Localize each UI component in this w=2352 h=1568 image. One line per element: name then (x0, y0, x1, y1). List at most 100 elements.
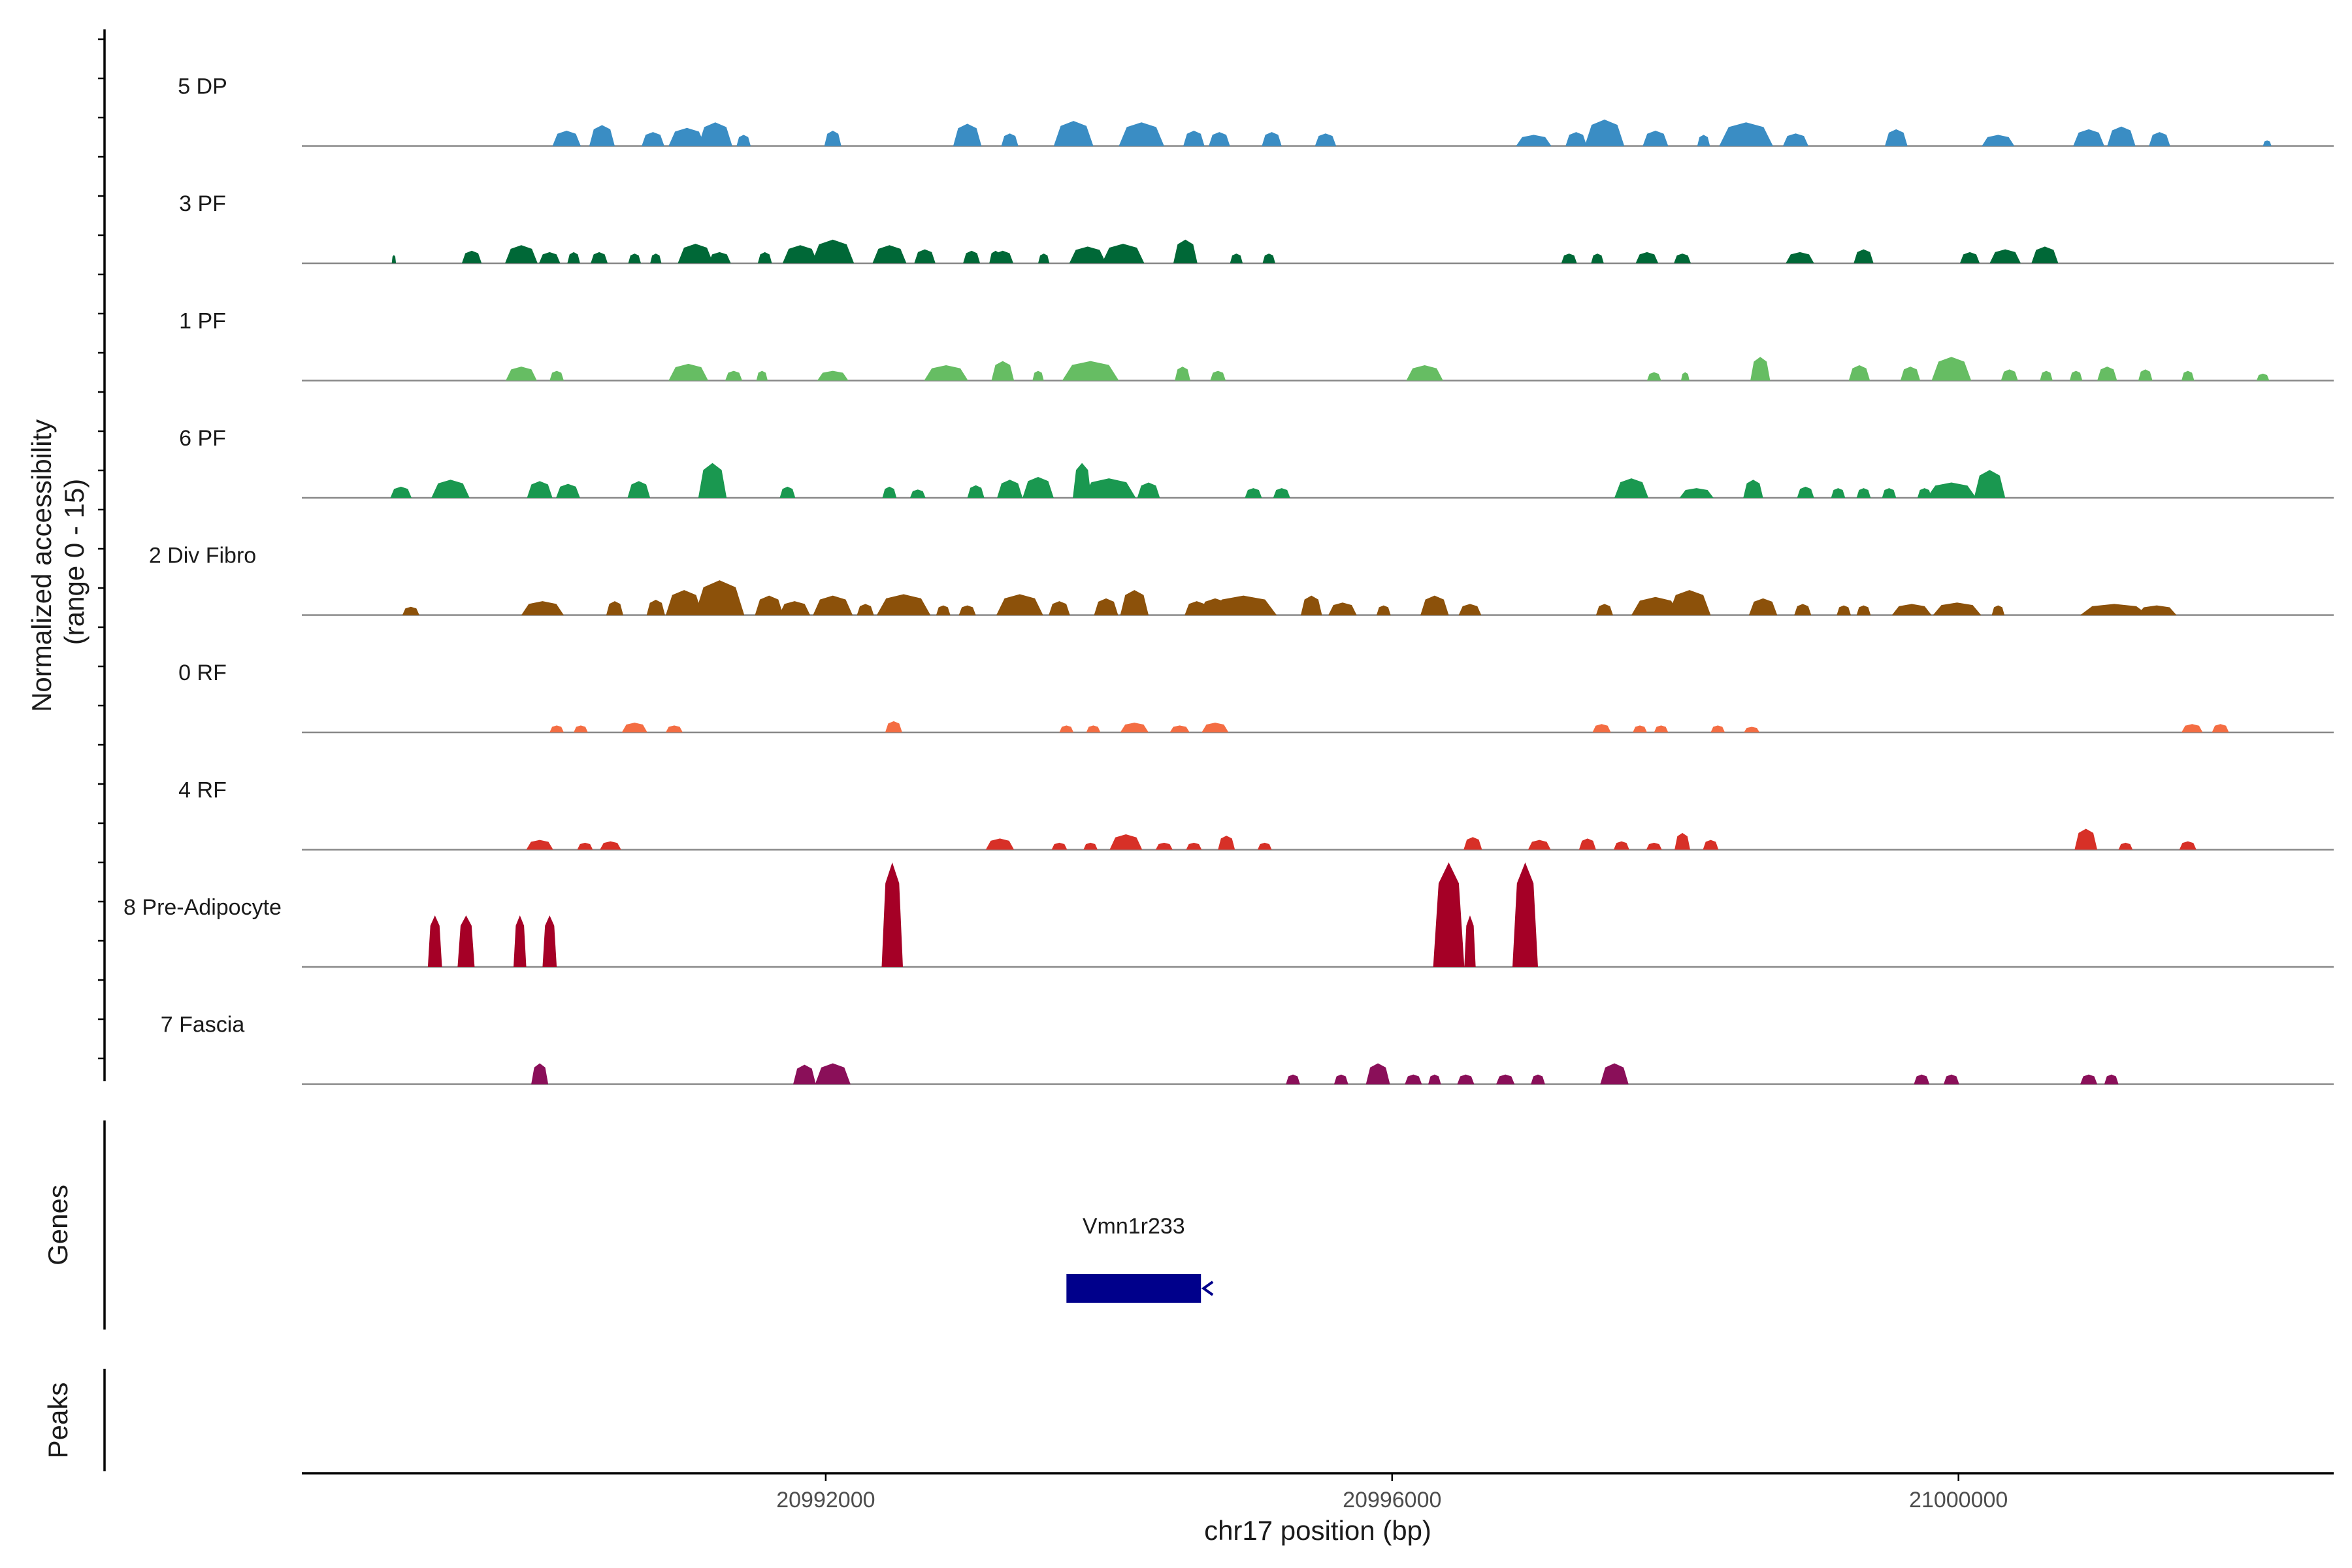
coverage-peak (1175, 367, 1190, 381)
coverage-peak (1782, 133, 1808, 146)
coverage-peak (1315, 133, 1337, 146)
genes-panel-label: Genes (42, 1184, 73, 1266)
track-1-pf: 1 PF (179, 309, 2334, 382)
coverage-peak (1169, 725, 1190, 732)
coverage-peak (1991, 605, 2005, 615)
coverage-peak (1120, 723, 1149, 732)
y-axis-label: Normalized accessibility (range 0 - 15) (26, 412, 90, 712)
coverage-peak (549, 725, 564, 732)
coverage-peak (646, 600, 665, 615)
coverage-peak (882, 486, 897, 498)
coverage-peak (736, 135, 751, 146)
coverage-peak (1032, 370, 1044, 381)
coverage-peak (1614, 478, 1649, 498)
coverage-peak (1428, 1074, 1441, 1085)
coverage-peak (1406, 365, 1443, 381)
coverage-peak (1328, 602, 1357, 615)
coverage-peak (1561, 253, 1577, 263)
coverage-peak (2107, 126, 2136, 146)
track-label: 8 Pre-Adipocyte (123, 895, 282, 920)
coverage-peak (514, 915, 527, 967)
coverage-peak (872, 245, 907, 263)
coverage-peak (779, 486, 796, 498)
track-label: 7 Fascia (161, 1013, 245, 1037)
coverage-peak (552, 131, 581, 146)
track-2-div-fibro: 2 Div Fibro (149, 544, 2334, 616)
coverage-peak (1210, 370, 1226, 381)
coverage-peak (1286, 1074, 1300, 1085)
coverage-peak (1854, 249, 1874, 263)
y-axis-ticks (98, 38, 105, 1060)
coverage-peak (992, 250, 1014, 263)
coverage-peak (2179, 841, 2197, 850)
coverage-peak (431, 480, 470, 498)
coverage-peak (996, 594, 1043, 615)
coverage-peak (621, 723, 647, 732)
coverage-peak (2031, 246, 2059, 263)
coverage-peak (556, 483, 580, 498)
coverage-peak (1230, 253, 1243, 263)
coverage-peak (694, 580, 745, 615)
coverage-peak (1201, 723, 1229, 732)
coverage-peak (1743, 480, 1763, 498)
coverage-peak (2181, 724, 2203, 732)
coverage-peak (642, 132, 664, 146)
coverage-peak (2080, 1074, 2098, 1085)
coverage-peak (678, 244, 713, 263)
coverage-peak (698, 122, 732, 146)
coverage-peak (817, 370, 849, 381)
coverage-peak (1600, 1063, 1629, 1085)
coverage-peak (1584, 119, 1625, 146)
coverage-peak (909, 489, 926, 498)
coverage-peak (815, 1063, 851, 1085)
coverage-peak (1703, 840, 1719, 850)
coverage-peak (963, 250, 981, 263)
coverage-peak (1257, 842, 1272, 850)
coverage-peak (2080, 604, 2149, 615)
coverage-peak (427, 915, 442, 967)
coverage-peak (1037, 253, 1050, 263)
coverage-peak (811, 239, 855, 263)
coverage-peak (824, 131, 841, 146)
coverage-peak (793, 1064, 816, 1085)
coverage-peak (665, 590, 703, 615)
coverage-peak (1933, 602, 1982, 615)
coverage-peak (1794, 604, 1812, 615)
coverage-peak (391, 255, 397, 263)
coverage-peak (1022, 477, 1054, 498)
coverage-peak (1931, 357, 1972, 381)
coverage-peak (1631, 596, 1680, 615)
coverage-peak (1120, 590, 1149, 615)
coverage-peak (1595, 604, 1613, 615)
coverage-peak (1119, 122, 1164, 146)
coverage-peak (574, 725, 588, 732)
coverage-peak (1642, 131, 1669, 146)
coverage-peak (1433, 862, 1465, 967)
coverage-peak (628, 253, 642, 263)
coverage-peak (2104, 1074, 2119, 1085)
track-5-dp: 5 DP (178, 74, 2334, 147)
coverage-peak (1926, 482, 1976, 498)
coverage-peak (1668, 590, 1711, 615)
coverage-peak (1719, 122, 1773, 146)
x-axis: 20992000 20996000 21000000 chr17 position … (302, 1472, 2334, 1546)
track-label: 4 RF (178, 778, 227, 803)
coverage-peak (885, 721, 902, 732)
coverage-peak (698, 463, 727, 498)
coverage-peak (1527, 840, 1551, 850)
coverage-peak (1094, 598, 1119, 615)
coverage-peak (1633, 725, 1647, 732)
coverage-peak (1463, 837, 1482, 850)
coverage-peak (1959, 252, 1980, 263)
x-tick-label: 20996000 (1343, 1488, 1441, 1512)
coverage-peak (997, 480, 1023, 498)
coverage-peak (1982, 135, 2015, 146)
coverage-peak (1053, 121, 1094, 146)
coverage-peak (668, 127, 706, 146)
coverage-peak (1697, 135, 1710, 146)
track-label: 0 RF (178, 661, 227, 685)
coverage-peak (668, 363, 708, 381)
coverage-peak (1137, 482, 1160, 498)
coverage-peak (1797, 486, 1814, 498)
